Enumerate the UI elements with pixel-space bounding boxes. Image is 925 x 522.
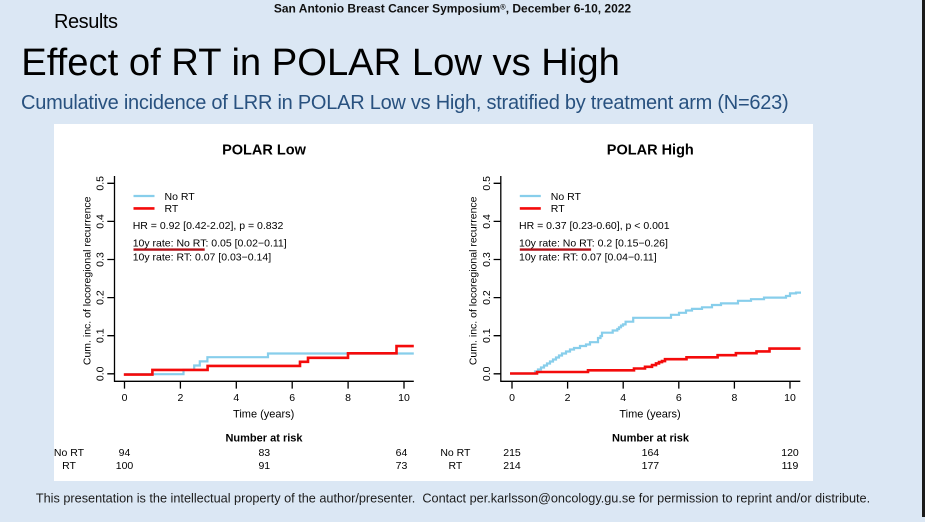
svg-text:10y rate: No RT: 0.2 [0.15−0.2: 10y rate: No RT: 0.2 [0.15−0.26]	[519, 237, 668, 249]
svg-text:120: 120	[781, 447, 799, 459]
svg-text:Number at risk: Number at risk	[612, 433, 690, 445]
svg-text:0.3: 0.3	[95, 252, 107, 267]
svg-text:10y rate: RT: 0.07 [0.04−0.11]: 10y rate: RT: 0.07 [0.04−0.11]	[519, 252, 657, 264]
svg-text:10y rate: RT: 0.07 [0.03−0.14]: 10y rate: RT: 0.07 [0.03−0.14]	[133, 252, 272, 264]
svg-text:Cum. inc. of locoregional recu: Cum. inc. of locoregional recurrence	[81, 196, 93, 365]
svg-text:No RT: No RT	[551, 191, 582, 203]
svg-text:2: 2	[565, 392, 571, 404]
svg-text:8: 8	[731, 392, 737, 404]
svg-text:No RT: No RT	[165, 191, 196, 203]
svg-text:0.5: 0.5	[481, 176, 493, 191]
svg-text:0.5: 0.5	[95, 176, 107, 191]
svg-text:Results: Results	[54, 11, 118, 33]
svg-text:91: 91	[258, 460, 270, 472]
svg-text:10: 10	[398, 392, 410, 404]
svg-text:0.1: 0.1	[95, 328, 107, 343]
svg-text:100: 100	[116, 460, 134, 472]
svg-text:RT: RT	[551, 203, 565, 215]
svg-text:San Antonio Breast Cancer Symp: San Antonio Breast Cancer Symposium®, De…	[274, 2, 632, 16]
svg-text:4: 4	[233, 392, 239, 404]
svg-text:64: 64	[396, 447, 408, 459]
svg-text:HR = 0.37 [0.23-0.60], p < 0.0: HR = 0.37 [0.23-0.60], p < 0.001	[519, 220, 670, 232]
svg-text:4: 4	[620, 392, 626, 404]
svg-text:73: 73	[396, 460, 408, 472]
svg-text:POLAR High: POLAR High	[607, 143, 694, 159]
svg-text:Effect of RT in POLAR Low vs H: Effect of RT in POLAR Low vs High	[21, 41, 620, 84]
svg-text:10: 10	[784, 392, 796, 404]
svg-text:119: 119	[782, 460, 799, 472]
svg-text:0.1: 0.1	[481, 328, 493, 343]
svg-text:Number at risk: Number at risk	[225, 433, 303, 445]
svg-text:0: 0	[122, 392, 128, 404]
svg-text:164: 164	[642, 447, 660, 459]
svg-text:This presentation is the intel: This presentation is the intellectual pr…	[36, 492, 870, 506]
svg-text:0.2: 0.2	[481, 290, 493, 305]
svg-text:6: 6	[676, 392, 682, 404]
svg-text:0.0: 0.0	[481, 366, 493, 381]
svg-text:RT: RT	[448, 460, 462, 472]
svg-text:Time (years): Time (years)	[619, 409, 680, 421]
svg-text:Cumulative incidence of LRR in: Cumulative incidence of LRR in POLAR Low…	[21, 92, 788, 114]
svg-text:215: 215	[503, 447, 521, 459]
svg-text:Time (years): Time (years)	[233, 409, 294, 421]
svg-text:No RT: No RT	[440, 447, 471, 459]
svg-text:2: 2	[177, 392, 183, 404]
svg-text:6: 6	[289, 392, 295, 404]
svg-text:Cum. inc. of locoregional recu: Cum. inc. of locoregional recurrence	[468, 196, 480, 365]
svg-text:0.4: 0.4	[481, 214, 493, 229]
svg-text:0.0: 0.0	[95, 366, 107, 381]
svg-text:83: 83	[258, 447, 270, 459]
svg-text:177: 177	[642, 460, 660, 472]
svg-text:POLAR Low: POLAR Low	[222, 143, 306, 159]
svg-text:0.3: 0.3	[481, 252, 493, 267]
svg-text:214: 214	[503, 460, 521, 472]
svg-text:10y rate: No RT: 0.05 [0.02−0.: 10y rate: No RT: 0.05 [0.02−0.11]	[133, 237, 287, 249]
svg-text:HR = 0.92 [0.42-2.02], p = 0.8: HR = 0.92 [0.42-2.02], p = 0.832	[133, 220, 284, 232]
svg-text:0: 0	[509, 392, 515, 404]
svg-text:RT: RT	[62, 460, 76, 472]
svg-text:0.2: 0.2	[95, 290, 107, 305]
svg-text:RT: RT	[165, 203, 179, 215]
svg-text:8: 8	[345, 392, 351, 404]
svg-text:94: 94	[119, 447, 131, 459]
svg-text:0.4: 0.4	[95, 214, 107, 229]
svg-text:No RT: No RT	[54, 447, 85, 459]
